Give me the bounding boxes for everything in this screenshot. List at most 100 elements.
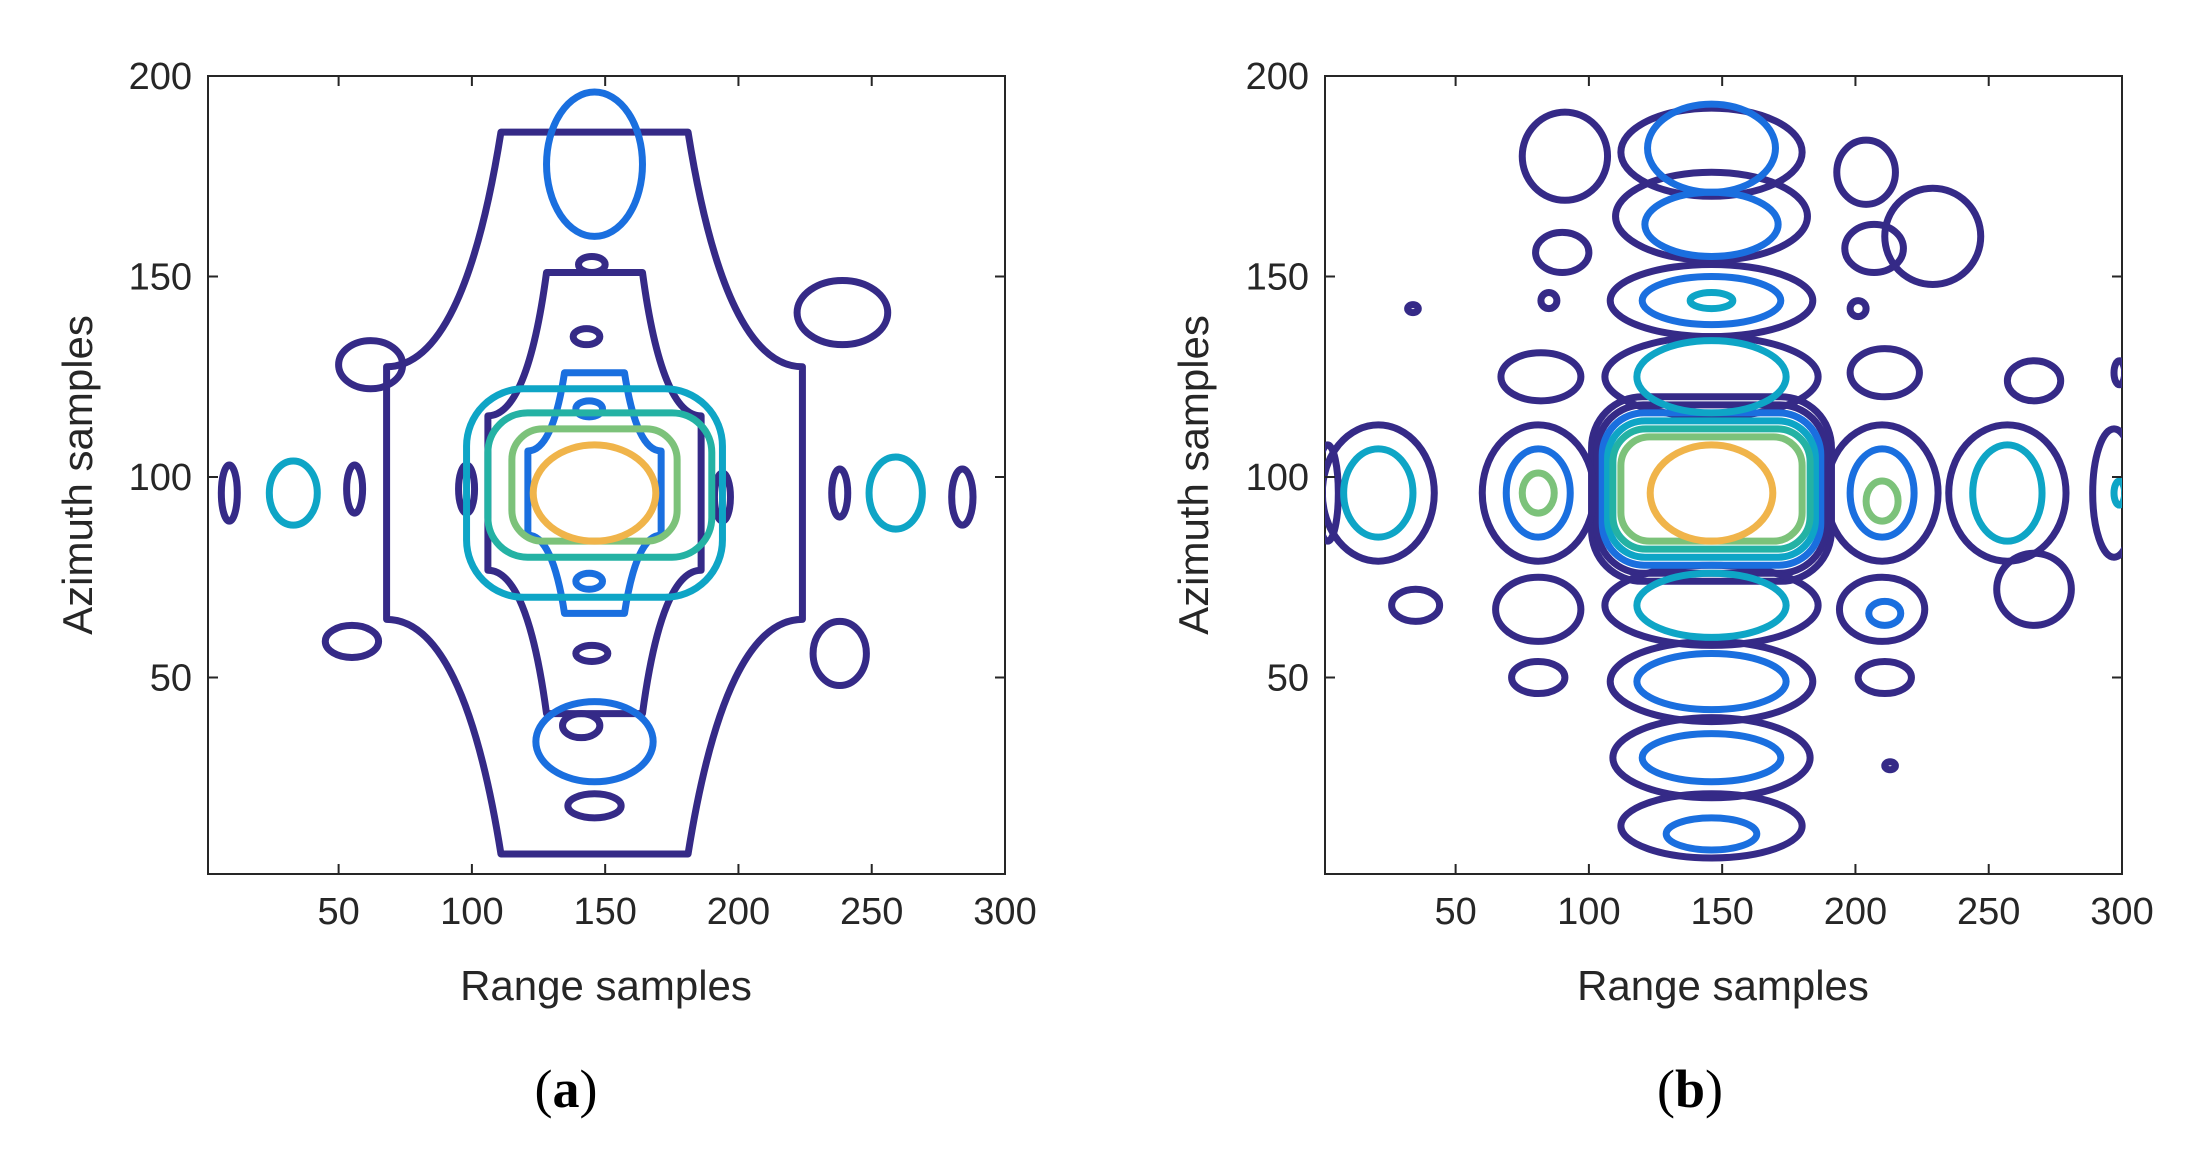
- contour-level-2: [1846, 445, 1918, 541]
- contour-level-1: [564, 790, 625, 822]
- contour-level-4: [1609, 425, 1814, 553]
- x-tick-label: 50: [317, 891, 359, 933]
- contour-plot-b: 50 100 150 200 250 300 50 100 150 200 Range sampl…: [1170, 56, 2154, 1119]
- x-tick-label: 300: [973, 891, 1036, 933]
- x-axis-label: Range samples: [460, 962, 752, 1009]
- x-tick-label: 100: [1557, 891, 1620, 933]
- x-tick-label: 200: [707, 891, 770, 933]
- contour-level-3: [463, 385, 726, 601]
- contour-level-1: [1617, 104, 1806, 200]
- contour-level-4: [484, 409, 716, 561]
- contour-level-5: [1862, 477, 1902, 525]
- contour-level-1: [1388, 585, 1444, 625]
- contour-level-2: [543, 88, 646, 240]
- y-tick-label: 100: [129, 457, 192, 499]
- x-tick-label: 150: [1690, 891, 1753, 933]
- contour-level-3: [1969, 441, 2046, 545]
- contour-level-1: [1606, 260, 1817, 341]
- contour-level-1: [1833, 136, 1899, 208]
- contour-level-1: [1846, 297, 1870, 321]
- contour-level-1: [383, 128, 806, 858]
- contour-level-1: [1993, 549, 2075, 629]
- contour-plot-a: 50 100 150 200 250 300 50 100 150 200 Range sampl…: [54, 56, 1037, 1119]
- contour-level-1: [2110, 357, 2122, 389]
- contour-level-2: [532, 698, 657, 786]
- contour-level-3: [1633, 337, 1790, 417]
- contour-level-1: [1881, 758, 1899, 774]
- contour-lines: [217, 88, 977, 858]
- contour-level-6: [1646, 441, 1777, 545]
- y-tick-label: 150: [129, 257, 192, 299]
- y-tick-label: 150: [1246, 257, 1309, 299]
- contour-level-1: [335, 337, 407, 393]
- contour-level-1: [1518, 108, 1612, 204]
- contour-level-1: [572, 641, 612, 665]
- contour-level-1: [1846, 345, 1923, 401]
- contour-level-3: [1604, 417, 1819, 561]
- y-tick-label: 50: [150, 658, 192, 700]
- panel-label-a: (a): [535, 1059, 598, 1119]
- contour-level-1: [809, 617, 870, 690]
- contour-level-2: [1865, 597, 1905, 629]
- axis-ticks: 50 100 150 200 250 300 50 100 150 200: [129, 56, 1037, 933]
- contour-level-1: [1325, 421, 1438, 565]
- axis-ticks: 50 100 150 200 250 300 50 100 150 200: [1246, 56, 2154, 933]
- contour-level-2: [1641, 188, 1782, 260]
- contour-level-1: [321, 621, 383, 661]
- plot-frame: [207, 75, 1006, 875]
- contour-level-2: [1638, 730, 1785, 786]
- contour-level-1: [1478, 421, 1598, 565]
- contour-level-1: [343, 461, 367, 517]
- contour-level-1: [948, 465, 977, 529]
- contour-level-1: [569, 325, 604, 349]
- contour-level-1: [1537, 289, 1561, 313]
- contour-level-1: [1492, 573, 1585, 645]
- contour-level-1: [2003, 357, 2065, 405]
- contour-level-3: [2110, 477, 2122, 509]
- contour-level-1: [1617, 790, 1806, 862]
- y-tick-label: 200: [129, 56, 192, 98]
- contour-lines: [1325, 100, 2122, 862]
- panel-label-b: (b): [1657, 1059, 1723, 1119]
- x-tick-label: 300: [2090, 891, 2153, 933]
- contour-level-2: [572, 397, 607, 421]
- x-tick-label: 200: [1824, 891, 1887, 933]
- contour-level-1: [1881, 184, 1985, 289]
- contour-level-1: [1612, 168, 1811, 264]
- y-tick-label: 100: [1246, 457, 1309, 499]
- contour-level-1: [1508, 657, 1569, 698]
- contour-level-2: [1502, 445, 1574, 541]
- x-tick-label: 250: [1957, 891, 2020, 933]
- contour-level-3: [1340, 445, 1417, 541]
- contour-level-2: [1644, 100, 1779, 196]
- y-axis-label: Azimuth samples: [54, 315, 101, 635]
- contour-level-1: [1404, 301, 1422, 317]
- contour-level-2: [572, 569, 607, 593]
- x-tick-label: 250: [840, 891, 903, 933]
- contour-level-2: [1638, 273, 1785, 329]
- contour-level-1: [1841, 220, 1907, 276]
- contour-level-3: [265, 457, 321, 529]
- contour-level-1: [1822, 421, 1942, 565]
- contour-level-1: [217, 461, 241, 525]
- contour-level-3: [865, 453, 926, 533]
- contour-level-1: [1854, 657, 1915, 698]
- x-tick-label: 150: [573, 891, 636, 933]
- contour-level-1: [1835, 573, 1929, 645]
- contour-level-1: [575, 252, 609, 276]
- contour-level-1: [1532, 228, 1593, 276]
- x-axis-label: Range samples: [1577, 962, 1869, 1009]
- contour-level-1: [1325, 441, 1342, 545]
- y-tick-label: 50: [1267, 658, 1309, 700]
- contour-level-5: [1518, 469, 1558, 517]
- x-tick-label: 100: [440, 891, 503, 933]
- contour-level-6: [529, 441, 660, 545]
- contour-level-1: [1606, 637, 1817, 726]
- contour-level-1: [793, 277, 892, 349]
- contour-level-1: [1609, 714, 1814, 802]
- contour-level-1: [828, 465, 852, 521]
- contour-level-1: [2089, 425, 2122, 561]
- contour-level-3: [1686, 289, 1737, 313]
- contour-level-1: [559, 710, 604, 742]
